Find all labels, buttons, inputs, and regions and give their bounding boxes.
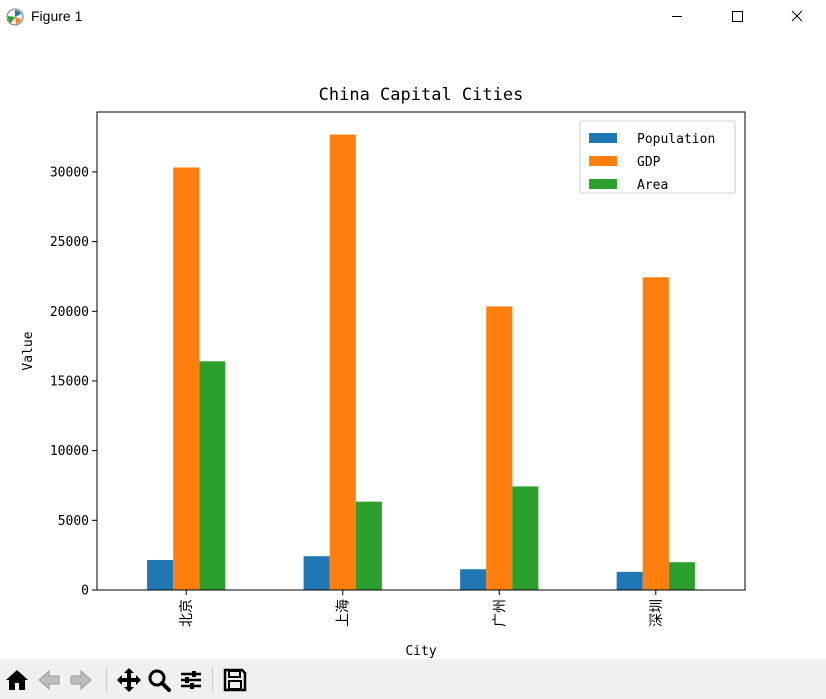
window-title: Figure 1 (31, 8, 83, 24)
bar-population-0 (147, 559, 174, 590)
close-button[interactable] (774, 0, 820, 34)
y-tick-label: 0 (81, 584, 89, 599)
legend-swatch-gdp (589, 156, 617, 166)
minimize-icon (672, 16, 682, 17)
y-tick-label: 25000 (50, 235, 89, 250)
bar-population-1 (303, 556, 330, 590)
close-icon (791, 10, 803, 22)
configure-subplots-icon (181, 671, 201, 689)
y-tick-label: 15000 (50, 374, 89, 389)
y-tick-label: 5000 (58, 514, 89, 529)
bar-gdp-0 (173, 167, 200, 590)
y-tick-label: 10000 (50, 444, 89, 459)
legend-swatch-population (589, 133, 617, 143)
forward-button[interactable] (68, 667, 94, 693)
legend: Population GDP Area (579, 120, 736, 194)
x-tick-label: 北京 (179, 599, 195, 627)
chart-title: China Capital Cities (319, 85, 524, 105)
bar-gdp-1 (329, 134, 356, 590)
bar-population-2 (460, 569, 487, 590)
navigation-toolbar (0, 659, 826, 699)
toolbar-separator (212, 667, 213, 691)
bar-area-1 (355, 501, 382, 590)
minimize-button[interactable] (654, 0, 700, 34)
legend-label-area: Area (637, 178, 668, 193)
toolbar-separator (106, 667, 107, 691)
configure-subplots-button[interactable] (178, 667, 204, 693)
pan-icon (117, 668, 141, 692)
plot-frame (96, 111, 746, 591)
maximize-icon (732, 11, 743, 22)
x-tick-label: 广州 (492, 599, 508, 627)
window-titlebar: Figure 1 (0, 0, 826, 34)
legend-swatch-area (589, 179, 617, 189)
bar-area-3 (668, 562, 695, 590)
bar-population-3 (616, 571, 643, 590)
bar-area-2 (512, 486, 539, 590)
y-tick-label: 30000 (50, 165, 89, 180)
home-icon (6, 670, 28, 690)
legend-label-population: Population (637, 132, 715, 147)
matplotlib-icon (6, 8, 24, 26)
bar-gdp-2 (486, 306, 513, 590)
legend-label-gdp: GDP (637, 155, 661, 170)
zoom-button[interactable] (146, 667, 172, 693)
legend-box (579, 120, 736, 194)
home-button[interactable] (4, 667, 30, 693)
maximize-button[interactable] (714, 0, 760, 34)
forward-arrow-icon (70, 669, 92, 691)
save-icon (223, 668, 247, 692)
bar-area-0 (199, 361, 226, 590)
y-tick-label: 20000 (50, 305, 89, 320)
y-axis-label: Value (21, 331, 36, 370)
x-tick-label: 深圳 (649, 599, 665, 627)
bar-chart: China Capital Cities 0 5000 10000 15000 2000… (21, 85, 746, 659)
figure-canvas: China Capital Cities 0 5000 10000 15000 2000… (0, 34, 826, 659)
x-axis-label: City (405, 644, 436, 659)
save-button[interactable] (222, 667, 248, 693)
bar-gdp-3 (642, 277, 669, 590)
zoom-icon (148, 669, 171, 692)
x-tick-label: 上海 (336, 599, 352, 627)
back-button[interactable] (36, 667, 62, 693)
pan-button[interactable] (116, 667, 142, 693)
back-arrow-icon (38, 669, 60, 691)
